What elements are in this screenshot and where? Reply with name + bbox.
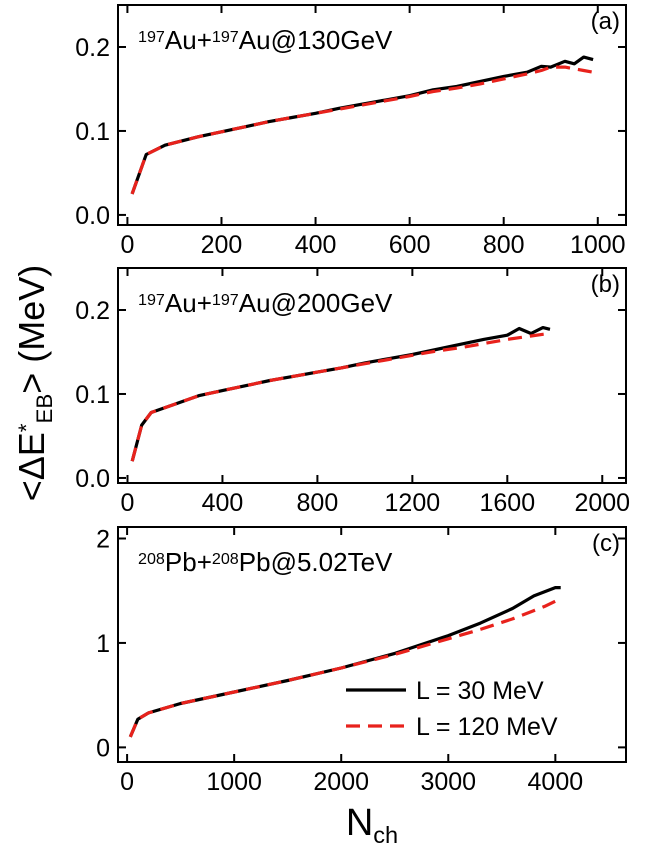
y-tick-label: 0.2 (75, 34, 110, 62)
x-tick-label: 800 (297, 489, 339, 517)
annotation: 197Au+197Au@130GeV (138, 25, 393, 55)
y-tick-label: 0 (96, 734, 110, 762)
label-part: * (14, 423, 39, 432)
plot-frame (117, 267, 627, 484)
label-part: Au+ (165, 25, 212, 55)
y-tick-label: 0.2 (75, 297, 110, 325)
y-axis-label: <ΔE*EB> (MeV) (11, 265, 57, 502)
label-part: 208 (212, 550, 239, 568)
x-tick-label: 4000 (528, 768, 584, 796)
plot-frame (117, 526, 627, 763)
x-axis-label: Nch (346, 802, 398, 848)
y-tick-label: 0.0 (75, 465, 110, 493)
y-tick-label: 0.1 (75, 381, 110, 409)
x-tick-label: 1000 (206, 768, 262, 796)
data-line (130, 326, 551, 462)
data-line (128, 586, 561, 738)
panel-label: (a) (591, 8, 620, 35)
label-part: 197 (138, 28, 165, 46)
label-part: 197 (138, 291, 165, 309)
label-part: 208 (138, 550, 165, 568)
x-tick-label: 0 (121, 489, 135, 517)
data-line (130, 331, 551, 462)
annotation: 208Pb+208Pb@5.02TeV (138, 547, 393, 577)
x-tick-label: 0 (120, 231, 134, 259)
x-tick-label: 1000 (570, 231, 626, 259)
x-tick-label: 600 (389, 231, 431, 259)
y-tick-label: 1 (96, 630, 110, 658)
label-part: > (MeV) (11, 265, 52, 394)
y-tick-label: 0.0 (75, 202, 110, 230)
x-tick-label: 400 (295, 231, 337, 259)
x-tick-label: 2000 (313, 768, 369, 796)
label-part: 197 (212, 28, 239, 46)
y-tick-label: 0.1 (75, 118, 110, 146)
label-part: Au@130GeV (239, 25, 393, 55)
data-line (130, 65, 594, 195)
y-tick-label: 2 (96, 525, 110, 553)
x-tick-label: 2000 (574, 489, 630, 517)
x-tick-label: 200 (201, 231, 243, 259)
panel-label: (c) (592, 530, 620, 557)
panel-label: (b) (591, 271, 620, 298)
x-tick-label: 3000 (420, 768, 476, 796)
x-tick-label: 1200 (385, 489, 441, 517)
label-part: Pb+ (165, 547, 212, 577)
data-line (130, 55, 594, 195)
x-tick-label: 800 (483, 231, 525, 259)
label-part: <ΔE (11, 432, 52, 501)
label-part: ch (373, 822, 398, 848)
label-part: Au@200GeV (239, 288, 393, 318)
label-part: Au+ (165, 288, 212, 318)
plot-frame (117, 4, 627, 226)
x-tick-label: 400 (202, 489, 244, 517)
label-part: N (346, 802, 373, 844)
annotation: 197Au+197Au@200GeV (138, 288, 393, 318)
x-tick-label: 0 (120, 768, 134, 796)
legend-label: L = 30 MeV (416, 677, 544, 705)
label-part: EB (32, 394, 57, 424)
legend-label: L = 120 MeV (416, 713, 558, 741)
label-part: Pb@5.02TeV (239, 547, 393, 577)
x-tick-label: 1600 (479, 489, 535, 517)
label-part: 197 (212, 291, 239, 309)
